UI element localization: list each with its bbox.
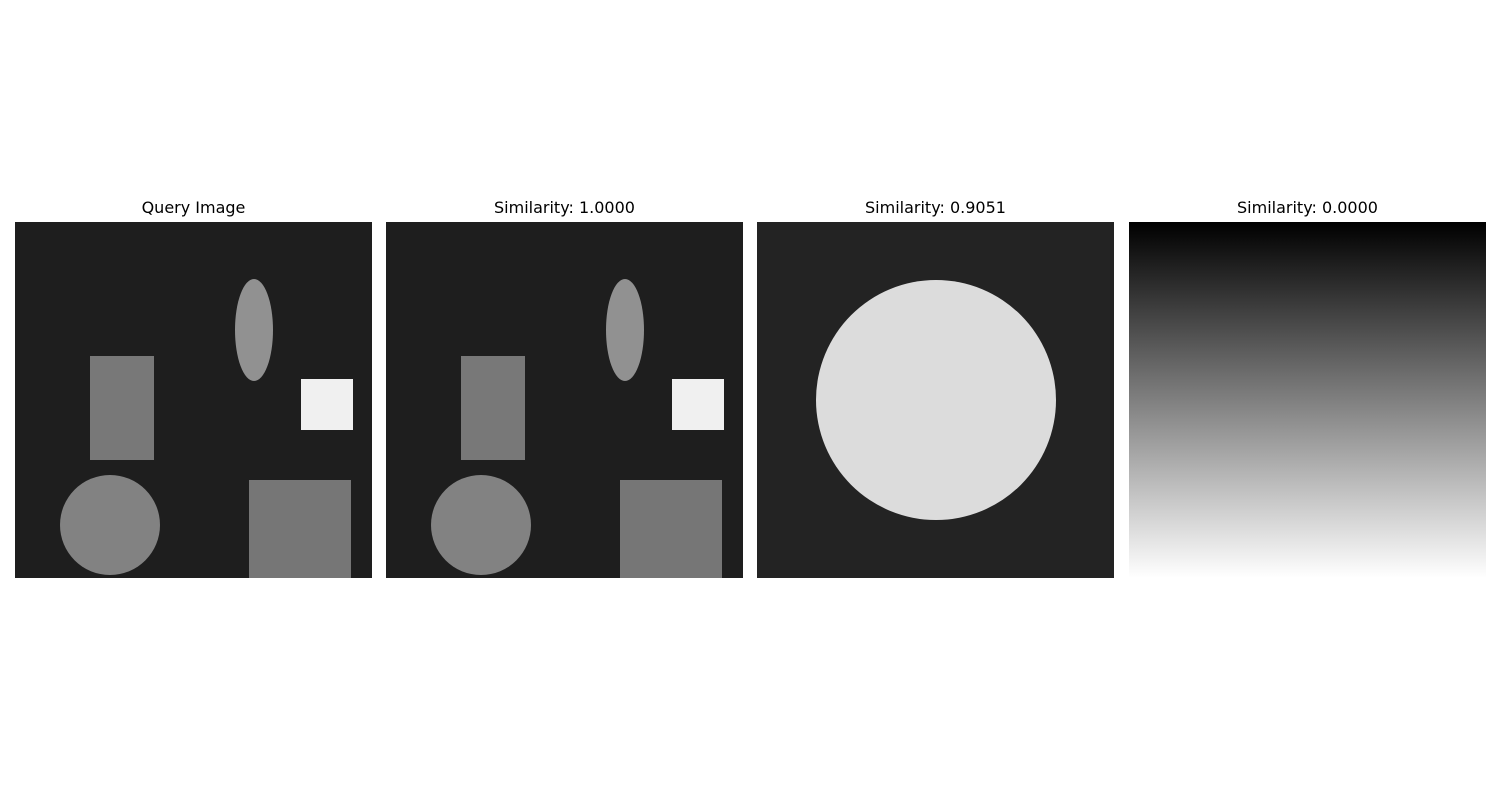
result-1-white-rectangle: [672, 379, 724, 430]
result-1-image: [386, 222, 743, 578]
query-rectangle: [90, 356, 154, 460]
result-3-image: [1129, 222, 1486, 578]
query-image-title: Query Image: [141, 198, 246, 217]
result-3-gradient: [1129, 222, 1486, 578]
query-image: [15, 222, 372, 578]
result-1-ellipse: [606, 279, 644, 381]
result-2-large-circle: [816, 280, 1056, 520]
result-3-title: Similarity: 0.0000: [1237, 198, 1378, 217]
query-ellipse: [235, 279, 273, 381]
query-white-rectangle: [301, 379, 353, 430]
query-circle: [60, 475, 160, 575]
result-1-square: [620, 480, 722, 578]
result-1-title: Similarity: 1.0000: [494, 198, 635, 217]
result-1-circle: [431, 475, 531, 575]
result-1-rectangle: [461, 356, 525, 460]
result-2-image: [757, 222, 1114, 578]
query-square: [249, 480, 351, 578]
result-2-title: Similarity: 0.9051: [865, 198, 1006, 217]
